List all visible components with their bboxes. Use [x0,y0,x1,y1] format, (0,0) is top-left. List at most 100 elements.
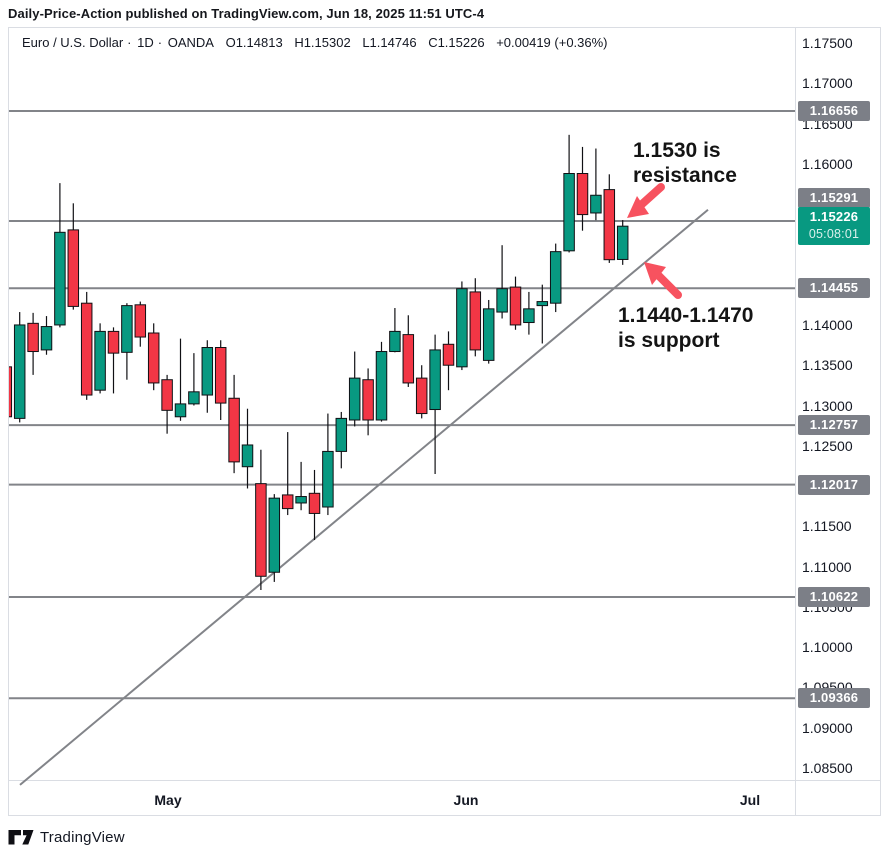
candles-layer [9,134,629,590]
candle [201,340,214,413]
candle [415,365,428,419]
candle-body [549,251,562,304]
level-price-badge: 1.14455 [798,278,870,299]
candle-body [590,194,602,214]
resistance-note: 1.1530 is resistance [633,139,737,187]
level-price-badge: 1.09366 [798,688,870,709]
candle-body [67,229,80,307]
level-price-badge: 1.12757 [798,415,870,436]
ascending-trendline [19,208,709,786]
tradingview-mark-icon [8,830,34,845]
candle-body [429,349,441,411]
horizontal-level-lines [9,109,795,700]
current-price-value: 1.15226 [809,209,859,225]
candle [402,315,415,387]
tradingview-wordmark: TradingView [40,829,125,846]
candle-body [389,330,401,353]
candle-body [214,347,227,404]
candle-body [362,379,374,421]
level-price-badge: 1.12017 [798,474,870,495]
y-axis-tick: 1.11500 [802,518,852,535]
candle [616,220,629,265]
candle-body [188,391,200,405]
candle [536,284,549,344]
arrow-down-left-icon [627,183,665,218]
candle-body [375,351,388,421]
candle-body [281,494,294,510]
candle [40,316,53,355]
candle-body [228,397,240,463]
candle [348,351,361,427]
level-price-badge: 1.15291 [798,187,870,208]
candle [389,308,401,353]
candle [241,408,254,489]
candle-body [121,305,133,353]
candle [9,366,13,418]
candle [523,291,535,335]
level-price-badge: 1.16656 [798,100,870,121]
candle [335,411,348,469]
candle [161,374,173,434]
candle [603,174,616,263]
candle [147,323,160,391]
candle-body [268,497,281,573]
y-axis-tick: 1.16000 [802,155,853,172]
candle [375,341,388,422]
ohlc-close: C1.15226 [428,35,485,50]
y-axis-tick: 1.13000 [802,397,853,414]
candle [268,494,281,582]
candle [362,368,374,436]
candle-body [402,334,415,384]
candle-body [40,326,53,351]
candle [174,338,187,421]
tradingview-logo[interactable]: TradingView [8,829,125,846]
candle-body [201,347,214,396]
candle-body [107,330,120,354]
ohlc-open: O1.14813 [225,35,283,50]
y-axis-tick: 1.17000 [802,75,853,92]
y-axis-tick: 1.11000 [802,558,852,575]
symbol-name: Euro / U.S. Dollar [22,35,124,50]
ohlc-high: H1.15302 [294,35,351,50]
axis-separators [8,27,881,816]
candle [228,374,240,474]
candle-body [241,444,254,468]
candle-body [295,496,307,504]
candle [563,134,575,253]
candle-body [255,483,267,577]
candle-body [13,324,26,419]
bar-countdown: 05:08:01 [808,227,860,242]
support-note: 1.1440-1.1470 is support [618,304,754,352]
candle [134,301,147,347]
arrow-up-left-icon [644,262,682,299]
level-price-badge: 1.10622 [798,587,870,608]
candle-body [147,332,160,384]
price-change: +0.00419 (+0.36%) [496,35,608,50]
candle-body [174,403,187,418]
candle-body [94,330,106,391]
candle [322,413,334,516]
candle [107,327,120,394]
candle [67,203,80,310]
y-axis-tick: 1.13500 [802,357,853,374]
page-title: Daily-Price-Action published on TradingV… [8,6,485,21]
candle [214,340,227,420]
candle-body [134,304,147,338]
candle [255,449,267,590]
y-axis-tick: 1.10000 [802,639,853,656]
candle-body [576,173,589,216]
candle [576,146,589,231]
candle [13,312,26,423]
x-axis-label-Jul: Jul [739,792,761,808]
candle-body [469,291,482,351]
candle-body [563,173,575,252]
trendline [19,208,709,786]
candle [429,334,441,474]
candle-body [80,302,93,396]
candle-body [54,231,66,326]
candle [27,312,39,375]
candle-body [603,189,616,261]
candle-body [442,343,455,366]
candle [442,331,455,391]
